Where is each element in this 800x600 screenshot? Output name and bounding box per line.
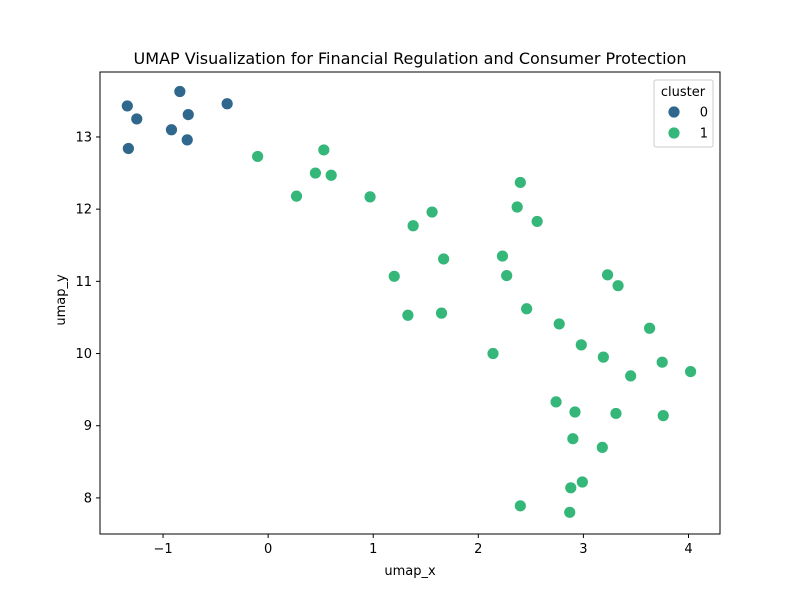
data-point — [290, 189, 303, 203]
y-axis-ticks: 8 9 10 11 12 13 — [75, 130, 100, 506]
data-point — [435, 306, 448, 320]
data-point — [574, 338, 588, 352]
data-point — [130, 112, 144, 126]
data-point — [520, 302, 534, 316]
legend-marker-cluster-0 — [667, 105, 681, 119]
data-point — [655, 355, 669, 369]
data-point — [120, 99, 134, 113]
legend: cluster 0 1 — [653, 79, 714, 148]
data-point — [220, 97, 234, 111]
data-point — [611, 279, 625, 293]
data-point — [564, 481, 578, 495]
x-tick-label: 2 — [474, 542, 482, 557]
data-point — [596, 350, 610, 364]
data-point — [566, 432, 580, 446]
data-point — [624, 369, 638, 383]
data-point — [324, 168, 338, 182]
x-axis-ticks: −1 0 1 2 3 4 — [153, 534, 693, 557]
chart-title: UMAP Visualization for Financial Regulat… — [134, 49, 687, 68]
legend-label-cluster-1: 1 — [700, 127, 708, 142]
data-point — [595, 440, 609, 454]
data-point — [500, 269, 514, 282]
x-tick-label: 1 — [369, 542, 377, 557]
data-point — [684, 365, 697, 378]
data-point — [496, 249, 509, 263]
data-point — [486, 347, 500, 360]
x-axis-label: umap_x — [384, 564, 436, 579]
data-point — [575, 475, 589, 489]
data-point — [656, 409, 670, 423]
data-point — [121, 142, 135, 155]
y-tick-label: 9 — [84, 419, 92, 434]
data-point — [317, 143, 331, 157]
data-point — [173, 85, 187, 98]
data-point — [549, 395, 563, 409]
data-point — [552, 317, 566, 331]
data-point — [363, 190, 377, 204]
data-point — [530, 215, 544, 228]
x-tick-label: 3 — [579, 542, 587, 557]
y-tick-label: 8 — [84, 491, 92, 506]
plot-area — [120, 85, 697, 519]
data-point — [513, 176, 527, 189]
data-point — [181, 108, 195, 121]
data-point — [251, 150, 265, 163]
data-point — [387, 269, 401, 283]
x-tick-label: 4 — [684, 542, 692, 557]
data-point — [601, 268, 614, 282]
y-axis-label: umap_y — [54, 274, 69, 326]
data-point — [406, 219, 420, 233]
legend-marker-cluster-1 — [667, 126, 681, 140]
plot-frame — [99, 71, 721, 535]
series-cluster-0 — [120, 85, 234, 155]
data-point — [510, 200, 524, 214]
series-cluster-1 — [251, 143, 697, 519]
y-tick-label: 11 — [75, 275, 92, 290]
data-point — [425, 205, 439, 219]
data-point — [180, 133, 194, 147]
data-point — [513, 499, 527, 513]
data-point — [609, 407, 623, 420]
y-tick-label: 13 — [75, 130, 92, 145]
legend-label-cluster-0: 0 — [700, 106, 708, 121]
data-point — [437, 252, 451, 266]
y-tick-label: 10 — [75, 347, 92, 362]
data-point — [401, 308, 415, 322]
data-point — [165, 123, 178, 137]
data-point — [643, 321, 656, 335]
x-tick-label: −1 — [153, 542, 172, 557]
y-tick-label: 12 — [75, 203, 92, 218]
legend-title: cluster — [661, 85, 706, 100]
data-point — [563, 505, 577, 519]
x-tick-label: 0 — [264, 542, 272, 557]
data-point — [309, 166, 322, 180]
data-point — [568, 405, 582, 419]
